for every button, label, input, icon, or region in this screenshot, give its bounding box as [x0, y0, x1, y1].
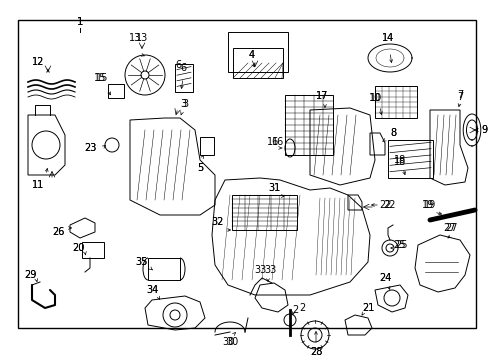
Text: 27: 27: [445, 223, 457, 233]
Bar: [387, 140, 432, 178]
Text: 26: 26: [52, 227, 64, 237]
Text: 2: 2: [291, 305, 298, 315]
Bar: [285, 95, 332, 155]
Text: 32: 32: [210, 217, 223, 227]
Text: 17: 17: [315, 91, 327, 101]
Text: 22: 22: [383, 200, 395, 210]
Text: 33: 33: [253, 265, 265, 275]
Text: 3: 3: [180, 99, 185, 109]
Text: 35: 35: [136, 257, 148, 267]
Text: 5: 5: [197, 163, 203, 173]
Text: 15: 15: [96, 73, 108, 83]
Text: 35: 35: [136, 257, 148, 267]
Bar: [231, 195, 296, 230]
Text: 34: 34: [145, 285, 158, 295]
Text: 5: 5: [197, 163, 203, 173]
Bar: [18, 20, 475, 328]
Text: 30: 30: [225, 337, 238, 347]
Text: 1: 1: [77, 17, 83, 27]
Text: 21: 21: [361, 303, 373, 313]
Text: 22: 22: [378, 200, 390, 210]
Bar: [200, 137, 214, 155]
Text: 21: 21: [361, 303, 373, 313]
Text: 7: 7: [456, 90, 462, 100]
Text: 8: 8: [389, 128, 395, 138]
Text: 19: 19: [423, 200, 435, 210]
Text: 4: 4: [248, 50, 255, 60]
Text: 20: 20: [72, 243, 84, 253]
Text: 19: 19: [421, 200, 433, 210]
Bar: [374, 86, 416, 118]
Text: 12: 12: [32, 57, 44, 67]
Text: 7: 7: [456, 92, 462, 102]
Text: 13: 13: [136, 33, 148, 43]
Text: 16: 16: [266, 137, 279, 147]
Text: 20: 20: [72, 243, 84, 253]
Text: 23: 23: [83, 143, 96, 153]
Text: 31: 31: [267, 183, 280, 193]
Text: 1: 1: [77, 17, 83, 27]
Text: 25: 25: [395, 240, 407, 250]
Text: 33: 33: [264, 265, 276, 275]
Text: 14: 14: [381, 33, 393, 43]
Bar: [175, 64, 193, 92]
Text: 25: 25: [393, 240, 406, 250]
Text: 27: 27: [443, 223, 455, 233]
Text: 11: 11: [32, 180, 44, 190]
Text: 28: 28: [309, 347, 322, 357]
Text: 9: 9: [480, 125, 486, 135]
Text: 24: 24: [378, 273, 390, 283]
Text: 31: 31: [267, 183, 280, 193]
Text: 28: 28: [309, 347, 322, 357]
Text: 13: 13: [129, 33, 141, 43]
Text: 4: 4: [248, 50, 255, 60]
Text: 32: 32: [210, 217, 223, 227]
Text: 29: 29: [24, 270, 36, 280]
Text: 6: 6: [180, 63, 185, 73]
Text: 26: 26: [52, 227, 64, 237]
Text: 11: 11: [32, 180, 44, 190]
Text: 12: 12: [32, 57, 44, 67]
Text: 3: 3: [182, 99, 188, 109]
Bar: [232, 48, 283, 78]
Text: 2: 2: [298, 303, 305, 313]
Text: 16: 16: [271, 137, 284, 147]
Text: 6: 6: [175, 60, 181, 70]
Text: 17: 17: [315, 91, 327, 101]
Text: 18: 18: [393, 157, 406, 167]
Bar: [82, 242, 104, 258]
Text: 23: 23: [83, 143, 96, 153]
Text: 15: 15: [94, 73, 106, 83]
Text: 8: 8: [389, 128, 395, 138]
Text: 34: 34: [145, 285, 158, 295]
Text: 9: 9: [480, 125, 486, 135]
Text: 29: 29: [24, 270, 36, 280]
Text: 30: 30: [222, 337, 234, 347]
Text: 10: 10: [368, 93, 380, 103]
Bar: [227, 32, 287, 72]
Text: 14: 14: [381, 33, 393, 43]
Text: 18: 18: [393, 155, 406, 165]
Bar: [148, 258, 180, 280]
Text: 10: 10: [369, 93, 381, 103]
Bar: [108, 84, 124, 98]
Text: 24: 24: [378, 273, 390, 283]
